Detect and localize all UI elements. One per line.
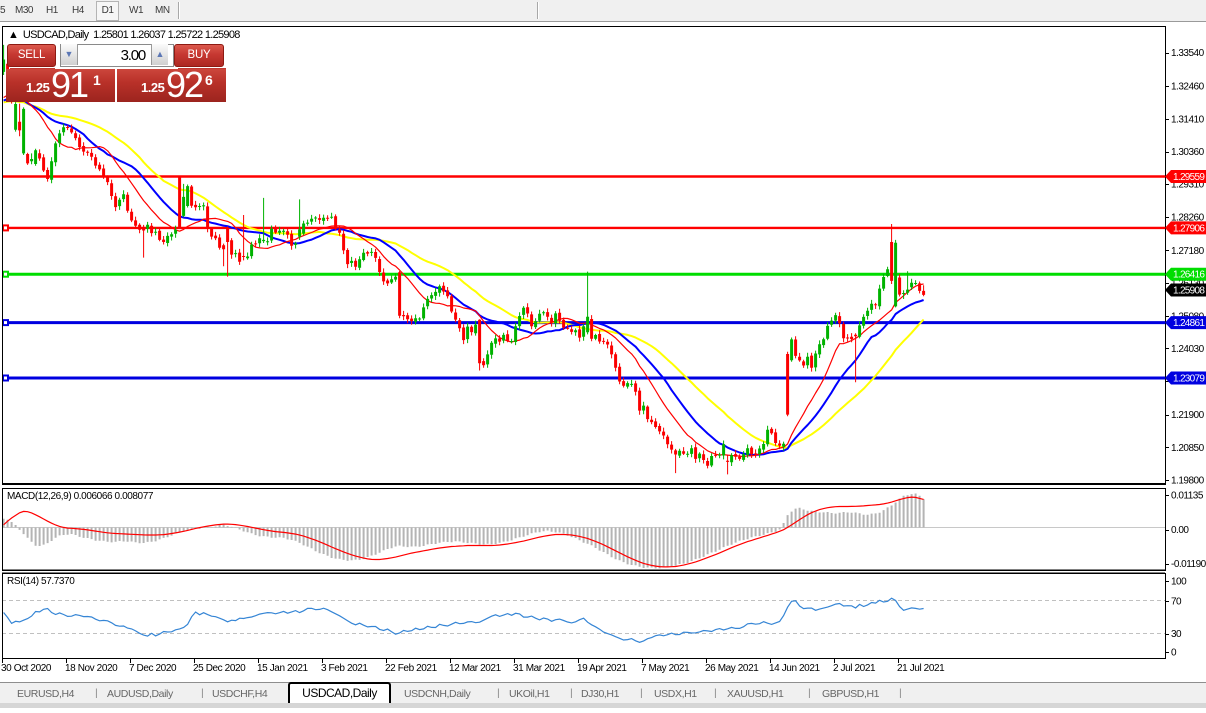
svg-text:1.27180: 1.27180 <box>1171 246 1205 257</box>
svg-text:7 Dec 2020: 7 Dec 2020 <box>129 663 177 674</box>
svg-text:1.24861: 1.24861 <box>1173 318 1205 329</box>
svg-text:15 Jan 2021: 15 Jan 2021 <box>257 663 308 674</box>
svg-text:25 Dec 2020: 25 Dec 2020 <box>193 663 246 674</box>
svg-text:▲ USDCAD,Daily 1.25801 1.260: ▲ USDCAD,Daily 1.25801 1.26037 1.25722 1… <box>8 29 240 41</box>
svg-text:22 Feb 2021: 22 Feb 2021 <box>385 663 438 674</box>
svg-text:2 Jul 2021: 2 Jul 2021 <box>833 663 876 674</box>
svg-text:1.25908: 1.25908 <box>1173 286 1205 297</box>
svg-text:0: 0 <box>1171 648 1177 659</box>
svg-text:-0.01190: -0.01190 <box>1171 559 1206 570</box>
svg-text:14 Jun 2021: 14 Jun 2021 <box>769 663 820 674</box>
svg-text:MACD(12,26,9) 0.006066 0.00807: MACD(12,26,9) 0.006066 0.008077 <box>7 491 154 502</box>
svg-text:31 Mar 2021: 31 Mar 2021 <box>513 663 566 674</box>
svg-text:1.23079: 1.23079 <box>1173 374 1205 385</box>
svg-text:1.19800: 1.19800 <box>1171 476 1205 487</box>
svg-text:70: 70 <box>1171 597 1182 608</box>
svg-text:1.31410: 1.31410 <box>1171 114 1205 125</box>
svg-text:30: 30 <box>1171 629 1182 640</box>
svg-text:1.28260: 1.28260 <box>1171 212 1205 223</box>
svg-text:30 Oct 2020: 30 Oct 2020 <box>1 663 52 674</box>
svg-text:100: 100 <box>1171 577 1187 588</box>
svg-text:0.00: 0.00 <box>1171 525 1189 536</box>
svg-text:1.33540: 1.33540 <box>1171 48 1205 59</box>
svg-text:1.29559: 1.29559 <box>1173 172 1205 183</box>
svg-text:1.24030: 1.24030 <box>1171 344 1205 355</box>
svg-text:21 Jul 2021: 21 Jul 2021 <box>897 663 945 674</box>
svg-text:3 Feb 2021: 3 Feb 2021 <box>321 663 368 674</box>
svg-text:7 May 2021: 7 May 2021 <box>641 663 690 674</box>
svg-text:18 Nov 2020: 18 Nov 2020 <box>65 663 118 674</box>
svg-text:1.27906: 1.27906 <box>1173 223 1205 234</box>
svg-text:19 Apr 2021: 19 Apr 2021 <box>577 663 627 674</box>
svg-text:1.21900: 1.21900 <box>1171 410 1205 421</box>
svg-text:0.01135: 0.01135 <box>1171 491 1204 502</box>
svg-text:26 May 2021: 26 May 2021 <box>705 663 759 674</box>
svg-text:1.32460: 1.32460 <box>1171 82 1205 93</box>
svg-text:1.20850: 1.20850 <box>1171 443 1205 454</box>
svg-text:12 Mar 2021: 12 Mar 2021 <box>449 663 502 674</box>
svg-text:1.30360: 1.30360 <box>1171 147 1205 158</box>
svg-text:1.26416: 1.26416 <box>1173 270 1205 281</box>
svg-text:1.29310: 1.29310 <box>1171 180 1205 191</box>
svg-text:RSI(14) 57.7370: RSI(14) 57.7370 <box>7 576 75 587</box>
